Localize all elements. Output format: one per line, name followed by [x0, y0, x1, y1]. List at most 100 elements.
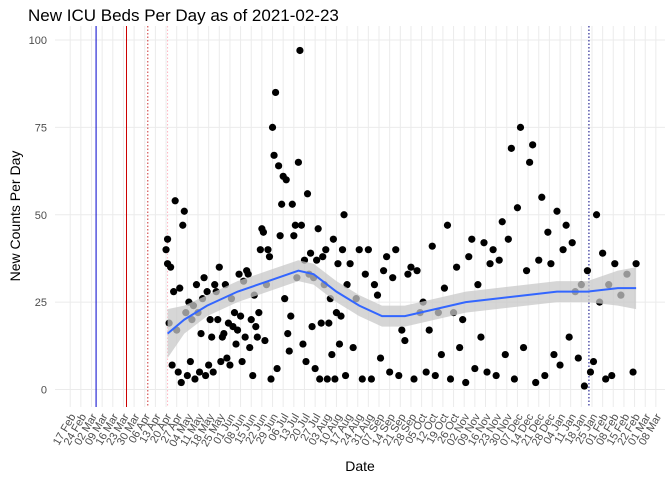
point — [611, 260, 619, 268]
point — [480, 239, 488, 247]
point — [180, 207, 188, 215]
point — [329, 235, 337, 243]
point — [392, 246, 400, 254]
point — [501, 350, 509, 359]
point — [389, 274, 397, 282]
point — [550, 350, 558, 359]
point — [271, 88, 280, 97]
point — [162, 246, 170, 254]
point — [519, 343, 528, 352]
point — [407, 263, 415, 271]
point — [443, 221, 452, 229]
point — [163, 235, 172, 243]
point — [299, 340, 307, 348]
point — [589, 357, 598, 366]
point — [176, 284, 184, 292]
point — [358, 375, 366, 383]
point — [361, 270, 369, 278]
point — [532, 378, 540, 387]
point — [290, 232, 298, 240]
point — [565, 333, 573, 341]
point — [468, 235, 476, 243]
point — [538, 193, 546, 201]
point — [209, 368, 217, 376]
point — [273, 364, 281, 373]
point — [282, 176, 290, 184]
point — [205, 361, 213, 369]
point — [215, 263, 223, 271]
point — [296, 46, 304, 55]
point — [208, 333, 216, 341]
point — [325, 319, 333, 327]
point — [244, 270, 252, 278]
point — [177, 378, 185, 387]
point — [183, 371, 191, 380]
point — [288, 200, 296, 208]
point — [559, 246, 567, 254]
point — [337, 312, 345, 320]
confidence-band — [167, 260, 637, 359]
point — [510, 375, 519, 383]
point — [171, 197, 179, 205]
point — [462, 378, 470, 387]
point — [498, 218, 506, 226]
point — [495, 256, 503, 264]
y-tick-label: 100 — [29, 35, 47, 47]
point — [233, 326, 242, 334]
point — [556, 361, 564, 369]
point — [236, 312, 245, 320]
point — [268, 123, 277, 131]
point — [220, 329, 228, 338]
point — [246, 343, 254, 352]
point — [404, 270, 412, 278]
point — [629, 368, 637, 376]
point — [314, 225, 322, 233]
point — [232, 340, 240, 348]
point — [179, 221, 187, 229]
point — [492, 371, 500, 380]
point — [200, 274, 208, 282]
point — [284, 329, 292, 338]
point — [568, 239, 576, 247]
point — [504, 235, 512, 243]
point — [386, 368, 394, 376]
point — [331, 375, 339, 383]
point — [547, 260, 555, 268]
y-tick-label: 50 — [35, 210, 47, 222]
point — [191, 375, 199, 383]
x-axis-title: Date — [345, 458, 375, 474]
point — [465, 253, 473, 261]
point — [302, 357, 310, 366]
point — [535, 256, 543, 264]
point — [355, 246, 363, 254]
point — [323, 375, 331, 383]
point — [341, 371, 350, 380]
point — [413, 267, 421, 275]
point — [252, 323, 260, 331]
point — [287, 312, 295, 320]
point — [322, 246, 330, 254]
y-axis-title: New Counts Per Day — [7, 151, 23, 282]
point — [338, 246, 347, 254]
point — [278, 200, 286, 208]
point — [267, 375, 275, 383]
point — [446, 375, 455, 383]
point — [437, 350, 445, 359]
point — [431, 371, 439, 380]
point — [313, 256, 321, 264]
point — [211, 281, 219, 289]
point — [186, 357, 194, 366]
point — [586, 368, 595, 376]
point — [398, 326, 406, 334]
point — [599, 249, 607, 257]
point — [334, 260, 342, 268]
point — [474, 281, 482, 289]
point — [249, 371, 257, 380]
point — [241, 333, 249, 341]
point — [192, 281, 201, 289]
point — [226, 361, 234, 369]
point — [541, 371, 549, 380]
point — [276, 232, 284, 240]
point — [247, 316, 255, 324]
